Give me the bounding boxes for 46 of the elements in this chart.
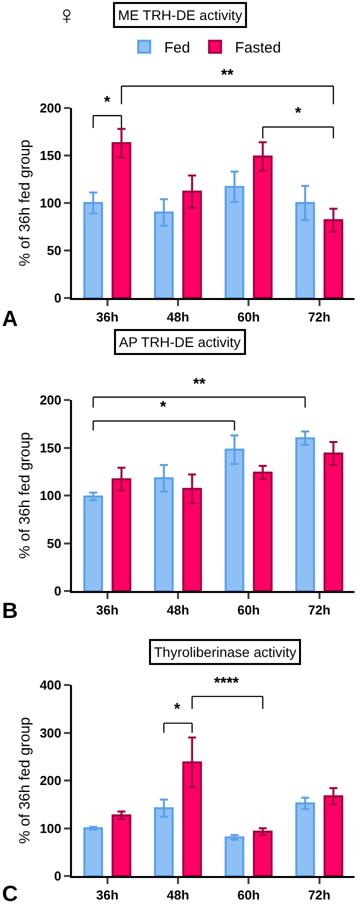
annotation: * [160, 399, 167, 416]
y-tick-label: 200 [40, 392, 62, 408]
y-tick-label: 0 [54, 584, 62, 599]
text: ♀ [57, 0, 76, 30]
x-tick-label: 72h [308, 602, 331, 618]
y-tick-label: 100 [40, 488, 62, 504]
annotation: **** [214, 675, 240, 692]
x-tick-label: 48h [166, 888, 190, 903]
text: A [2, 306, 18, 331]
y-tick-label: 150 [40, 440, 62, 456]
x-tick-label: 48h [166, 310, 190, 325]
y-tick-label: 400 [40, 678, 62, 693]
y-tick-label: 100 [40, 196, 62, 211]
x-tick-label: 36h [96, 310, 119, 325]
legend-label: Fasted [235, 40, 281, 57]
text: ** [221, 67, 234, 84]
x-tick-label: 36h [96, 602, 119, 618]
text: ** [193, 376, 206, 393]
y-tick-label: 0 [54, 290, 62, 306]
x-tick-label: 60h [237, 602, 260, 618]
y-tick-label: 0 [54, 868, 62, 884]
annotation: * [104, 94, 111, 111]
x-tick-label: 72h [308, 888, 331, 903]
chart-title: ME TRH-DE activity [118, 7, 242, 23]
y-tick-label: 200 [40, 100, 62, 116]
x-tick-label: 72h [308, 310, 331, 325]
annotation: * [295, 105, 302, 122]
y-tick-label: 200 [40, 773, 62, 788]
y-tick-label: 50 [46, 536, 62, 551]
x-tick-label: 60h [237, 310, 260, 325]
chart-title: Thyroliberinase activity [154, 644, 296, 660]
x-tick-label: 60h [237, 888, 260, 903]
chart-title: AP TRH-DE activity [119, 334, 241, 350]
x-tick-label: 48h [166, 602, 190, 618]
legend-label: Fed [164, 40, 190, 57]
y-tick-label: 50 [46, 243, 62, 258]
y-tick-label: 300 [40, 725, 62, 740]
x-tick-label: 36h [96, 888, 119, 903]
y-tick-label: 100 [40, 820, 62, 836]
text: B [2, 598, 18, 623]
y-axis-title: % of 36h fed group [16, 717, 34, 844]
y-axis-title: % of 36h fed group [16, 140, 34, 266]
y-axis-title: % of 36h fed group [16, 432, 34, 559]
y-tick-label: 150 [40, 148, 62, 164]
text: C [2, 881, 18, 906]
annotation: * [174, 701, 181, 718]
